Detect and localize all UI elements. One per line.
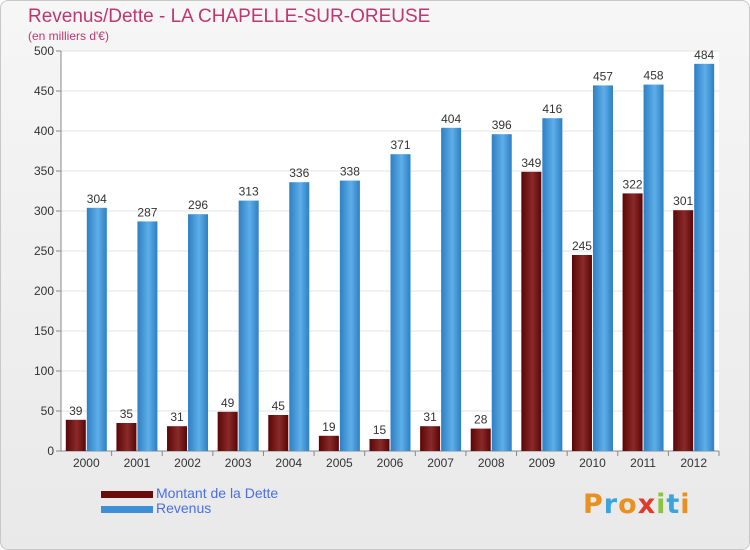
- bar-revenus: [643, 84, 664, 451]
- bar-debt: [470, 428, 491, 451]
- legend-label-debt: Montant de la Dette: [156, 485, 279, 501]
- data-label-revenus: 484: [694, 48, 714, 62]
- logo-letter: x: [637, 489, 657, 520]
- data-label-debt: 15: [373, 423, 387, 437]
- x-tick-label: 2003: [225, 456, 252, 470]
- bar-debt: [116, 423, 137, 451]
- data-label-debt: 39: [69, 404, 83, 418]
- chart-title: Revenus/Dette - LA CHAPELLE-SUR-OREUSE: [28, 6, 431, 27]
- bar-debt: [65, 419, 86, 451]
- data-label-revenus: 287: [137, 205, 157, 219]
- chart-subtitle: (en milliers d'€): [28, 29, 109, 43]
- legend-swatch-debt: [101, 491, 153, 498]
- data-label-revenus: 404: [441, 112, 461, 126]
- data-label-debt: 31: [423, 410, 437, 424]
- y-tick-label: 50: [41, 404, 55, 418]
- bar-debt: [420, 426, 441, 451]
- x-tick-label: 2011: [630, 456, 656, 470]
- bar-revenus: [137, 221, 158, 451]
- bar-revenus: [694, 63, 715, 452]
- data-label-debt: 245: [572, 239, 592, 253]
- x-tick-label: 2007: [427, 456, 454, 470]
- bar-debt: [673, 210, 694, 451]
- y-tick-label: 350: [34, 164, 54, 178]
- data-label-revenus: 396: [492, 118, 512, 132]
- y-tick-label: 200: [34, 284, 54, 298]
- x-tick-label: 2012: [680, 456, 707, 470]
- x-tick-label: 2008: [478, 456, 505, 470]
- bar-revenus: [289, 182, 310, 451]
- logo-letter: P: [583, 489, 604, 520]
- data-label-debt: 19: [322, 420, 336, 434]
- bar-revenus: [238, 200, 259, 451]
- y-tick-label: 0: [47, 444, 54, 458]
- data-label-debt: 49: [221, 396, 235, 410]
- data-label-debt: 28: [474, 413, 488, 427]
- bar-debt: [167, 426, 188, 451]
- logo-letter: i: [656, 489, 667, 520]
- bar-debt: [369, 439, 390, 451]
- data-label-revenus: 338: [340, 165, 360, 179]
- bar-revenus: [390, 154, 411, 451]
- y-tick-label: 400: [34, 124, 54, 138]
- bar-debt: [268, 415, 289, 451]
- data-label-revenus: 313: [239, 185, 259, 199]
- data-label-revenus: 296: [188, 198, 208, 212]
- data-label-debt: 322: [623, 177, 643, 191]
- y-tick-label: 250: [34, 244, 54, 258]
- data-label-revenus: 371: [390, 138, 410, 152]
- data-label-revenus: 457: [593, 69, 613, 83]
- bar-debt: [521, 171, 542, 452]
- bar-debt: [318, 435, 339, 451]
- legend-swatch-revenus: [101, 506, 153, 513]
- bar-debt: [622, 193, 643, 451]
- legend-label-revenus: Revenus: [156, 500, 212, 516]
- x-tick-label: 2006: [377, 456, 404, 470]
- y-tick-label: 500: [34, 44, 54, 58]
- bar-revenus: [441, 127, 462, 452]
- data-label-revenus: 416: [542, 102, 562, 116]
- x-tick-label: 2004: [275, 456, 302, 470]
- bar-revenus: [188, 214, 209, 451]
- logo-letter: r: [603, 489, 619, 520]
- bar-debt: [571, 255, 592, 451]
- proxiti-logo: Proxiti: [583, 489, 691, 520]
- data-label-revenus: 336: [289, 166, 309, 180]
- bar-revenus: [86, 207, 107, 451]
- bar-debt: [217, 411, 238, 451]
- bar-revenus: [542, 118, 563, 451]
- data-label-debt: 35: [120, 407, 134, 421]
- data-label-debt: 349: [521, 156, 541, 170]
- bar-revenus: [592, 85, 613, 452]
- logo-letter: t: [666, 489, 681, 520]
- x-tick-label: 2002: [174, 456, 201, 470]
- data-label-debt: 31: [170, 410, 184, 424]
- y-tick-label: 300: [34, 204, 54, 218]
- y-tick-label: 450: [34, 84, 54, 98]
- x-tick-label: 2005: [326, 456, 353, 470]
- data-label-revenus: 458: [644, 69, 664, 83]
- logo-letter: o: [618, 489, 638, 520]
- y-tick-label: 150: [34, 324, 54, 338]
- y-tick-label: 100: [34, 364, 54, 378]
- bar-revenus: [491, 134, 512, 451]
- data-label-debt: 45: [272, 399, 286, 413]
- logo-letter: i: [680, 489, 691, 520]
- x-tick-label: 2001: [124, 456, 151, 470]
- x-tick-label: 2000: [73, 456, 100, 470]
- data-label-debt: 301: [673, 194, 693, 208]
- data-label-revenus: 304: [87, 192, 107, 206]
- x-tick-label: 2010: [579, 456, 606, 470]
- bar-revenus: [339, 180, 360, 451]
- x-tick-label: 2009: [528, 456, 555, 470]
